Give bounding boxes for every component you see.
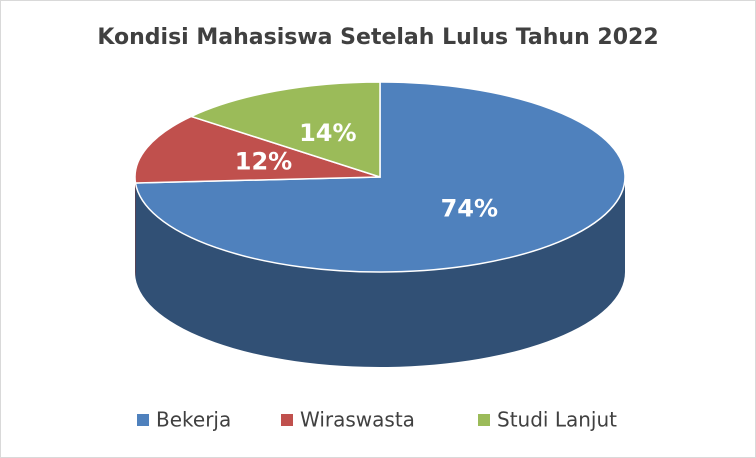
legend-swatch <box>281 414 293 426</box>
slice <box>189 81 381 179</box>
data-label: 12% <box>235 147 292 175</box>
data-label: 74% <box>441 195 498 223</box>
legend-swatch <box>478 414 490 426</box>
legend-swatch <box>137 414 149 426</box>
chart-title: Kondisi Mahasiswa Setelah Lulus Tahun 20… <box>97 25 658 50</box>
data-label: 14% <box>299 119 356 147</box>
legend-label: Studi Lanjut <box>497 408 617 432</box>
legend-label: Wiraswasta <box>300 408 415 432</box>
legend-label: Bekerja <box>156 408 231 432</box>
slice <box>134 115 381 184</box>
